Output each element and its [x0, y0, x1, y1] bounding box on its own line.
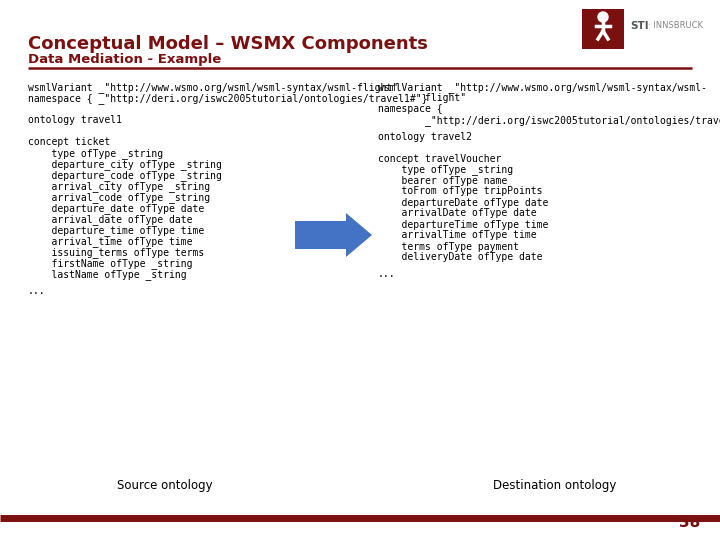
Text: namespace { _"http://deri.org/iswc2005tutorial/ontologies/travel1#"}: namespace { _"http://deri.org/iswc2005tu… [28, 93, 428, 104]
Text: departure_time ofType time: departure_time ofType time [28, 225, 204, 236]
Text: ontology travel2: ontology travel2 [378, 132, 472, 141]
Text: arrivalTime ofType time: arrivalTime ofType time [378, 231, 536, 240]
Text: departureDate ofType date: departureDate ofType date [378, 198, 549, 207]
Text: arrival_city ofType _string: arrival_city ofType _string [28, 181, 210, 192]
Text: terms ofType payment: terms ofType payment [378, 241, 519, 252]
Text: departureTime ofType time: departureTime ofType time [378, 219, 549, 230]
Text: toFrom ofType tripPoints: toFrom ofType tripPoints [378, 186, 542, 197]
Text: Source ontology: Source ontology [117, 479, 213, 492]
Circle shape [598, 12, 608, 22]
Text: arrival_time ofType time: arrival_time ofType time [28, 236, 192, 247]
Text: ontology travel1: ontology travel1 [28, 115, 122, 125]
Text: arrivalDate ofType date: arrivalDate ofType date [378, 208, 536, 219]
Text: type ofType _string: type ofType _string [378, 165, 513, 176]
Text: departure_city ofType _string: departure_city ofType _string [28, 159, 222, 170]
Text: wsmlVariant _"http://www.wsmo.org/wsml/wsml-syntax/wsml-flight": wsmlVariant _"http://www.wsmo.org/wsml/w… [28, 82, 398, 93]
Text: bearer ofType name: bearer ofType name [378, 176, 508, 186]
Text: STI: STI [630, 21, 649, 31]
Text: concept travelVoucher: concept travelVoucher [378, 153, 501, 164]
Text: type ofType _string: type ofType _string [28, 148, 163, 159]
Text: deliveryDate ofType date: deliveryDate ofType date [378, 253, 542, 262]
Text: 38: 38 [679, 515, 700, 530]
Text: Data Mediation - Example: Data Mediation - Example [28, 53, 221, 66]
Text: concept ticket: concept ticket [28, 137, 110, 147]
Text: flight": flight" [378, 93, 466, 103]
Text: ...: ... [378, 269, 395, 279]
Text: namespace {: namespace { [378, 104, 443, 114]
Text: arrival_date ofType date: arrival_date ofType date [28, 214, 192, 225]
Text: lastName ofType _string: lastName ofType _string [28, 269, 186, 280]
Text: issuing_terms ofType terms: issuing_terms ofType terms [28, 247, 204, 258]
Text: wsmlVariant _"http://www.wsmo.org/wsml/wsml-syntax/wsml-: wsmlVariant _"http://www.wsmo.org/wsml/w… [378, 82, 707, 93]
Text: _"http://deri.org/iswc2005tutorial/ontologies/travel2#"}: _"http://deri.org/iswc2005tutorial/ontol… [378, 115, 720, 126]
Text: Destination ontology: Destination ontology [493, 479, 617, 492]
Text: departure_code ofType _string: departure_code ofType _string [28, 170, 222, 181]
Bar [582, 9, 624, 49]
Text: firstName ofType _string: firstName ofType _string [28, 258, 192, 269]
Text: Conceptual Model – WSMX Components: Conceptual Model – WSMX Components [28, 35, 428, 53]
Bar [295, 221, 346, 249]
Text: arrival_code ofType _string: arrival_code ofType _string [28, 192, 210, 203]
Text: ...: ... [28, 286, 45, 295]
Text: · INNSBRUCK: · INNSBRUCK [648, 22, 703, 30]
Text: departure_date ofType date: departure_date ofType date [28, 203, 204, 214]
Polygon shape [346, 213, 372, 257]
